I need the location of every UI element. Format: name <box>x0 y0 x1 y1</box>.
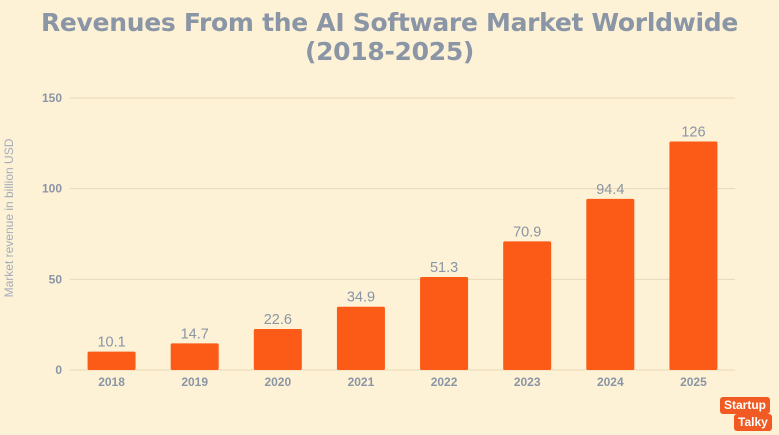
bar-2018 <box>87 351 136 370</box>
x-tick-label-2021: 2021 <box>348 375 375 389</box>
bar-2022 <box>420 276 469 370</box>
data-label-2019: 14.7 <box>181 326 209 342</box>
x-axis-ticks: 2018 2019 2020 2021 2022 2023 2024 2025 <box>98 375 707 389</box>
startuptalky-logo: Startup Talky <box>720 397 774 431</box>
bar-2023 <box>503 241 552 370</box>
chart-title: Revenues From the AI Software Market Wor… <box>40 8 739 66</box>
logo-text-talky: Talky <box>734 414 772 431</box>
gridlines <box>70 97 735 371</box>
y-axis-ticks: 0 50 100 150 <box>42 91 62 377</box>
y-axis-title: Market revenue in billion USD <box>2 138 16 298</box>
y-tick-label: 0 <box>55 363 62 377</box>
logo-text-startup: Startup <box>720 397 770 414</box>
data-label-2021: 34.9 <box>347 290 375 306</box>
data-label-2025: 126 <box>681 125 705 141</box>
bar-2021 <box>336 306 385 370</box>
x-tick-label-2022: 2022 <box>431 375 458 389</box>
x-tick-label-2018: 2018 <box>98 375 125 389</box>
x-tick-label-2023: 2023 <box>514 375 541 389</box>
x-tick-label-2025: 2025 <box>680 375 707 389</box>
x-tick-label-2020: 2020 <box>264 375 291 389</box>
y-tick-label: 100 <box>42 182 62 196</box>
bar-2025 <box>669 141 718 370</box>
data-label-2022: 51.3 <box>430 260 458 276</box>
data-label-2023: 70.9 <box>513 224 541 240</box>
x-tick-label-2024: 2024 <box>597 375 624 389</box>
bars <box>87 141 718 370</box>
bar-2019 <box>170 343 219 370</box>
x-tick-label-2019: 2019 <box>181 375 208 389</box>
data-label-2018: 10.1 <box>97 335 125 351</box>
y-tick-label: 50 <box>49 272 63 286</box>
y-tick-label: 150 <box>42 91 62 105</box>
bar-2024 <box>586 198 635 370</box>
bar-2020 <box>253 329 302 370</box>
data-label-2020: 22.6 <box>264 312 292 328</box>
data-label-2024: 94.4 <box>596 182 624 198</box>
data-labels: 10.1 14.7 22.6 34.9 51.3 70.9 94.4 126 <box>97 125 705 351</box>
